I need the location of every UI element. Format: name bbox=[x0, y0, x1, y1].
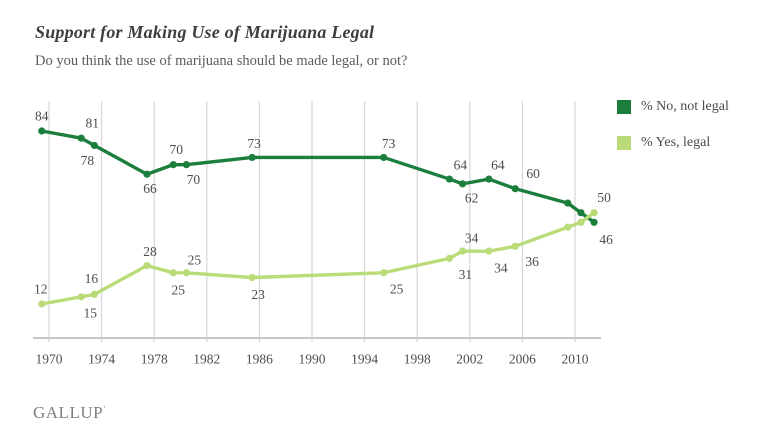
no-series-line bbox=[40, 129, 596, 225]
data-point bbox=[143, 261, 151, 270]
x-tick-label: 1982 bbox=[193, 352, 220, 367]
chart-subtitle: Do you think the use of marijuana should… bbox=[35, 53, 408, 69]
x-tick-label: 2002 bbox=[456, 352, 483, 367]
data-point-label: 36 bbox=[525, 254, 539, 269]
data-point bbox=[169, 161, 177, 169]
yes-series-label: % Yes, legal bbox=[641, 135, 711, 150]
data-point-label: 70 bbox=[187, 172, 201, 187]
data-point-label: 81 bbox=[85, 116, 99, 131]
yes-series-line bbox=[40, 210, 596, 306]
no-series-label: % No, not legal bbox=[641, 99, 729, 114]
data-point-label: 66 bbox=[143, 181, 157, 196]
data-point-label: 25 bbox=[390, 281, 404, 296]
data-point bbox=[248, 153, 256, 162]
data-point-label: 62 bbox=[465, 190, 479, 205]
data-point bbox=[511, 242, 519, 250]
data-point-label: 73 bbox=[247, 136, 261, 151]
data-point bbox=[38, 127, 46, 135]
chart-legend: % No, not legal % Yes, legal bbox=[617, 99, 729, 171]
x-tick-label: 1998 bbox=[404, 352, 431, 367]
data-point-label: 34 bbox=[494, 261, 508, 276]
yes-series-swatch-icon bbox=[617, 136, 631, 150]
data-point bbox=[458, 180, 467, 188]
x-tick-label: 1970 bbox=[36, 352, 63, 367]
data-point-label: 73 bbox=[382, 136, 396, 151]
data-point bbox=[445, 254, 454, 262]
data-point bbox=[38, 300, 46, 308]
x-tick-label: 1994 bbox=[351, 352, 378, 367]
data-point-label: 23 bbox=[251, 287, 265, 302]
data-point bbox=[77, 134, 85, 142]
data-point bbox=[90, 290, 98, 298]
data-point bbox=[485, 175, 493, 183]
page-title: Support for Making Use of Marijuana Lega… bbox=[35, 22, 375, 42]
data-point-label: 15 bbox=[83, 305, 97, 320]
data-point bbox=[182, 161, 191, 169]
legend-item-no: % No, not legal bbox=[617, 99, 729, 115]
x-tick-label: 1990 bbox=[299, 352, 326, 367]
data-point bbox=[182, 269, 191, 277]
data-point-label: 50 bbox=[597, 190, 611, 205]
data-point bbox=[590, 218, 598, 226]
data-point-label: 64 bbox=[454, 158, 468, 173]
data-point bbox=[248, 273, 256, 282]
x-tick-label: 2010 bbox=[562, 352, 589, 367]
data-point bbox=[143, 170, 151, 178]
data-point-label: 12 bbox=[34, 282, 48, 297]
data-point bbox=[380, 153, 388, 162]
data-point bbox=[590, 209, 598, 217]
legend-item-yes: % Yes, legal bbox=[617, 135, 729, 151]
x-tick-label: 1978 bbox=[141, 352, 168, 367]
data-point bbox=[458, 247, 467, 255]
data-point-label: 28 bbox=[143, 244, 157, 259]
data-point-label: 64 bbox=[491, 158, 505, 173]
x-tick-label: 2006 bbox=[509, 352, 536, 367]
data-point-label: 16 bbox=[85, 271, 99, 286]
data-point bbox=[577, 209, 585, 217]
x-tick-label: 1974 bbox=[88, 352, 115, 367]
gallup-logo: GALLUP’ bbox=[33, 403, 106, 423]
gallup-logo-text: GALLUP bbox=[33, 403, 104, 422]
data-point bbox=[445, 175, 454, 183]
data-point-label: 25 bbox=[188, 252, 202, 267]
data-point bbox=[485, 247, 493, 255]
data-point bbox=[90, 141, 98, 150]
data-point-label: 34 bbox=[465, 231, 479, 246]
data-point bbox=[564, 199, 572, 207]
data-point-label: 84 bbox=[35, 109, 49, 124]
data-point bbox=[577, 218, 585, 226]
data-point bbox=[169, 269, 177, 277]
x-tick-label: 1986 bbox=[246, 352, 273, 367]
data-point-label: 60 bbox=[526, 166, 540, 181]
data-point bbox=[77, 293, 85, 301]
data-point-label: 31 bbox=[459, 267, 473, 282]
data-point bbox=[564, 223, 572, 231]
no-series-swatch-icon bbox=[617, 100, 631, 114]
data-point bbox=[380, 269, 388, 277]
gallup-trademark-icon: ’ bbox=[103, 404, 107, 414]
data-point-label: 25 bbox=[172, 282, 186, 297]
data-point bbox=[511, 185, 519, 193]
data-point-label: 46 bbox=[599, 232, 613, 247]
data-point-label: 70 bbox=[170, 142, 184, 157]
data-point-label: 78 bbox=[81, 153, 95, 168]
